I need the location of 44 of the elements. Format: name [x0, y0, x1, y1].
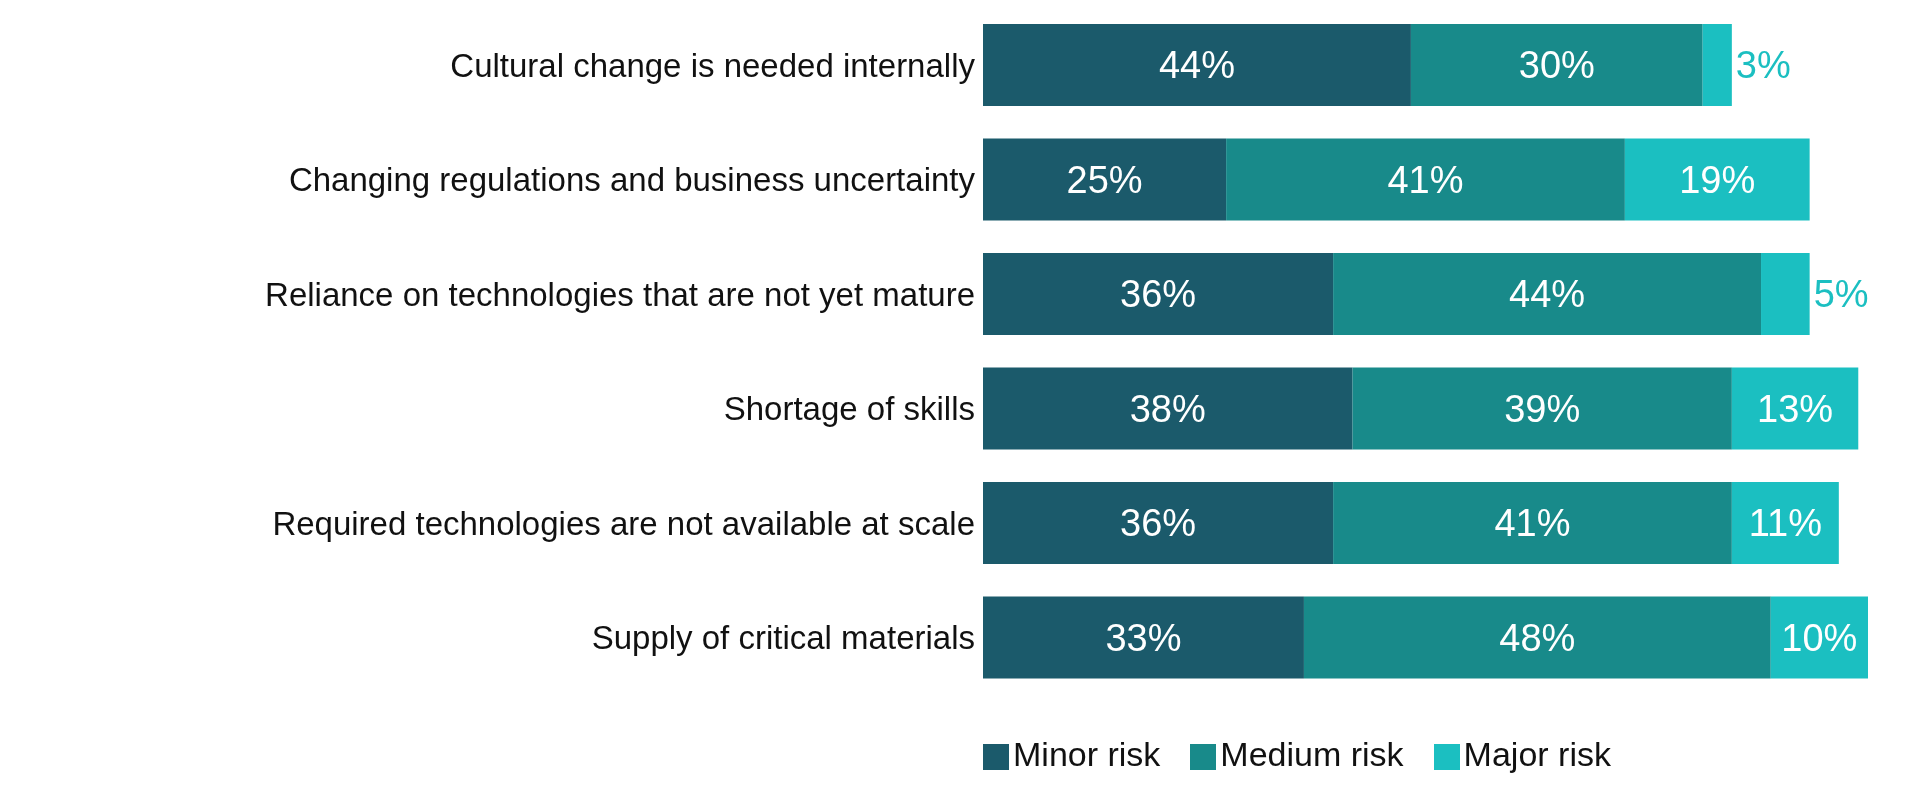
data-label: 25% [1066, 158, 1143, 201]
bar [1410, 24, 1703, 107]
data-label: 41% [1387, 158, 1464, 201]
data-label: 36% [1120, 502, 1197, 545]
data-label: 48% [1499, 616, 1576, 659]
data-label: 39% [1504, 387, 1581, 430]
bar [983, 138, 1227, 221]
data-label: 13% [1757, 387, 1834, 430]
y-tick-label: Changing regulations and business uncertainty [288, 161, 976, 199]
bar [983, 482, 1334, 565]
bar [983, 253, 1334, 336]
data-label: 36% [1120, 273, 1197, 316]
bar [1333, 482, 1732, 565]
data-label: 30% [1518, 44, 1595, 87]
bar [1303, 596, 1771, 679]
data-label: 11% [1748, 502, 1822, 545]
data-label: 10% [1781, 616, 1858, 659]
y-tick-label: Cultural change is needed internally [450, 46, 976, 84]
bar [1731, 482, 1839, 565]
data-label: 44% [1158, 44, 1235, 87]
data-label: 3% [1735, 44, 1791, 87]
bar [983, 596, 1304, 679]
y-tick-label: Reliance on technologies that are not yet mature [265, 275, 975, 313]
bar [1731, 367, 1859, 450]
data-label: 41% [1494, 502, 1571, 545]
legend-label: Major risk [1463, 735, 1611, 773]
bar [983, 367, 1353, 450]
bar [1702, 24, 1732, 107]
bar [983, 24, 1411, 107]
bar [1333, 253, 1762, 336]
data-label: 38% [1129, 387, 1206, 430]
data-label: 44% [1509, 273, 1586, 316]
y-tick-label: Shortage of skills [723, 390, 975, 428]
legend-label: Medium risk [1220, 735, 1404, 773]
y-tick-label: Required technologies are not available at scale [272, 504, 975, 542]
y-tick-label: Supply of critical materials [591, 619, 975, 657]
legend-label: Minor risk [1013, 735, 1161, 773]
bar [1226, 138, 1625, 221]
data-label: 5% [1813, 273, 1869, 316]
bar [1352, 367, 1732, 450]
data-label: 19% [1679, 158, 1756, 201]
data-label: 33% [1105, 616, 1182, 659]
bar [1624, 138, 1810, 221]
bar [1761, 253, 1810, 336]
